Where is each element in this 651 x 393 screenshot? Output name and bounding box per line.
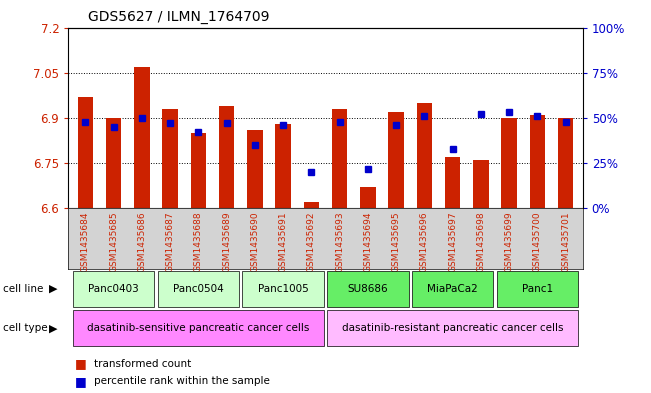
Text: GSM1435697: GSM1435697 bbox=[448, 211, 457, 272]
Text: SU8686: SU8686 bbox=[348, 284, 388, 294]
Bar bbox=[73, 310, 324, 346]
Bar bbox=[158, 271, 239, 307]
Bar bbox=[417, 103, 432, 208]
Bar bbox=[412, 271, 493, 307]
Bar bbox=[332, 109, 348, 208]
Bar bbox=[242, 271, 324, 307]
Text: GSM1435694: GSM1435694 bbox=[363, 211, 372, 272]
Text: Panc1005: Panc1005 bbox=[258, 284, 309, 294]
Text: GSM1435688: GSM1435688 bbox=[194, 211, 203, 272]
Text: percentile rank within the sample: percentile rank within the sample bbox=[94, 376, 270, 386]
Text: GSM1435701: GSM1435701 bbox=[561, 211, 570, 272]
Bar bbox=[191, 133, 206, 208]
Text: dasatinib-resistant pancreatic cancer cells: dasatinib-resistant pancreatic cancer ce… bbox=[342, 323, 563, 333]
Bar bbox=[77, 97, 93, 208]
Bar bbox=[473, 160, 489, 208]
Text: MiaPaCa2: MiaPaCa2 bbox=[427, 284, 478, 294]
Text: ▶: ▶ bbox=[49, 284, 58, 294]
Text: ■: ■ bbox=[75, 357, 87, 370]
Bar bbox=[327, 271, 409, 307]
Bar bbox=[303, 202, 319, 208]
Text: GSM1435686: GSM1435686 bbox=[137, 211, 146, 272]
Text: cell type: cell type bbox=[3, 323, 48, 333]
Text: ■: ■ bbox=[75, 375, 87, 388]
Bar bbox=[360, 187, 376, 208]
Bar bbox=[106, 118, 121, 208]
Text: Panc0504: Panc0504 bbox=[173, 284, 224, 294]
Text: GSM1435690: GSM1435690 bbox=[251, 211, 259, 272]
Bar bbox=[275, 124, 291, 208]
Bar bbox=[327, 310, 578, 346]
Text: GSM1435693: GSM1435693 bbox=[335, 211, 344, 272]
Bar bbox=[247, 130, 262, 208]
Text: transformed count: transformed count bbox=[94, 358, 191, 369]
Text: GSM1435696: GSM1435696 bbox=[420, 211, 429, 272]
Bar bbox=[530, 115, 545, 208]
Text: cell line: cell line bbox=[3, 284, 44, 294]
Bar bbox=[162, 109, 178, 208]
Bar bbox=[501, 118, 517, 208]
Bar bbox=[389, 112, 404, 208]
Text: Panc0403: Panc0403 bbox=[88, 284, 139, 294]
Bar bbox=[558, 118, 574, 208]
Text: Panc1: Panc1 bbox=[522, 284, 553, 294]
Text: GSM1435685: GSM1435685 bbox=[109, 211, 118, 272]
Text: GDS5627 / ILMN_1764709: GDS5627 / ILMN_1764709 bbox=[88, 10, 270, 24]
Text: GSM1435689: GSM1435689 bbox=[222, 211, 231, 272]
Text: GSM1435698: GSM1435698 bbox=[477, 211, 486, 272]
Text: dasatinib-sensitive pancreatic cancer cells: dasatinib-sensitive pancreatic cancer ce… bbox=[87, 323, 309, 333]
Text: GSM1435700: GSM1435700 bbox=[533, 211, 542, 272]
Bar bbox=[73, 271, 154, 307]
Bar bbox=[134, 67, 150, 208]
Bar bbox=[497, 271, 578, 307]
Text: GSM1435699: GSM1435699 bbox=[505, 211, 514, 272]
Text: GSM1435684: GSM1435684 bbox=[81, 211, 90, 272]
Text: GSM1435692: GSM1435692 bbox=[307, 211, 316, 272]
Text: GSM1435695: GSM1435695 bbox=[392, 211, 400, 272]
Bar bbox=[445, 157, 460, 208]
Text: ▶: ▶ bbox=[49, 323, 58, 333]
Text: GSM1435691: GSM1435691 bbox=[279, 211, 288, 272]
Bar bbox=[219, 106, 234, 208]
Text: GSM1435687: GSM1435687 bbox=[165, 211, 174, 272]
